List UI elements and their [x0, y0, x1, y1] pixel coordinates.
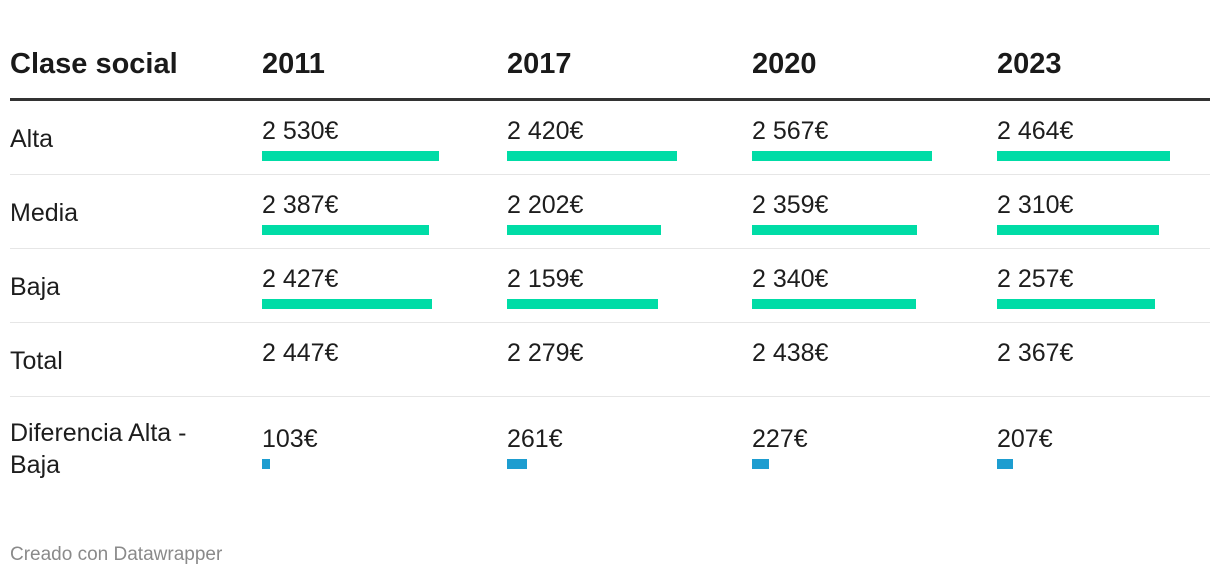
- row-label: Total: [10, 347, 63, 375]
- value-bar: [262, 299, 432, 309]
- value-cell: 227€: [752, 423, 952, 469]
- table-row: Alta 2 530€ 2 420€ 2 567€ 2 464€: [10, 101, 1210, 175]
- value-bar: [507, 299, 658, 309]
- value-label: 2 159€: [507, 265, 584, 293]
- value-cell: 2 387€: [262, 189, 462, 235]
- value-cell: 2 464€: [997, 115, 1197, 161]
- data-table: Clase social 2011 2017 2020 2023 Alta 2 5…: [10, 30, 1210, 497]
- value-bar: [262, 151, 439, 161]
- value-label: 2 464€: [997, 117, 1074, 145]
- value-bar: [752, 459, 769, 469]
- value-label: 103€: [262, 425, 318, 453]
- value-cell: 2 427€: [262, 263, 462, 309]
- header-2020: 2020: [752, 48, 817, 80]
- value-label: 2 567€: [752, 117, 829, 145]
- value-label: 2 438€: [752, 339, 829, 367]
- table-row: Diferencia Alta - Baja 103€ 261€ 227€ 207€: [10, 397, 1210, 497]
- table-header: Clase social 2011 2017 2020 2023: [10, 30, 1210, 101]
- value-label: 2 530€: [262, 117, 339, 145]
- value-label: 2 340€: [752, 265, 829, 293]
- value-bar: [507, 225, 661, 235]
- value-cell: 103€: [262, 423, 462, 469]
- value-cell: 2 279€: [507, 337, 707, 369]
- value-bar: [507, 151, 677, 161]
- value-bar: [997, 299, 1155, 309]
- value-bar: [752, 151, 932, 161]
- value-label: 2 427€: [262, 265, 339, 293]
- value-label: 2 420€: [507, 117, 584, 145]
- table-row: Baja 2 427€ 2 159€ 2 340€ 2 257€: [10, 249, 1210, 323]
- value-label: 207€: [997, 425, 1053, 453]
- value-bar: [997, 151, 1170, 161]
- value-cell: 261€: [507, 423, 707, 469]
- header-clase-social: Clase social: [10, 48, 178, 80]
- value-label: 2 257€: [997, 265, 1074, 293]
- value-cell: 2 420€: [507, 115, 707, 161]
- row-label: Baja: [10, 273, 61, 301]
- value-cell: 2 567€: [752, 115, 952, 161]
- value-cell: 2 359€: [752, 189, 952, 235]
- table-row: Media 2 387€ 2 202€ 2 359€ 2 310€: [10, 175, 1210, 249]
- value-bar: [262, 225, 429, 235]
- row-label: Alta: [10, 125, 54, 153]
- value-label: 2 367€: [997, 339, 1074, 367]
- value-bar: [752, 225, 917, 235]
- value-label: 2 359€: [752, 191, 829, 219]
- value-bar: [752, 299, 916, 309]
- row-label: Diferencia Alta - Baja: [10, 419, 187, 479]
- header-2017: 2017: [507, 48, 572, 80]
- header-2011: 2011: [262, 48, 325, 80]
- row-label: Media: [10, 199, 79, 227]
- value-cell: 2 310€: [997, 189, 1197, 235]
- value-label: 261€: [507, 425, 563, 453]
- header-2023: 2023: [997, 48, 1062, 80]
- value-cell: 2 447€: [262, 337, 462, 369]
- value-label: 2 447€: [262, 339, 339, 367]
- value-cell: 2 257€: [997, 263, 1197, 309]
- table-row: Total 2 447€ 2 279€ 2 438€ 2 367€: [10, 323, 1210, 397]
- credit-footer: Creado con Datawrapper: [10, 544, 223, 565]
- value-label: 2 310€: [997, 191, 1074, 219]
- value-bar: [507, 459, 527, 469]
- table-body: Alta 2 530€ 2 420€ 2 567€ 2 464€ Media 2 387€ 2…: [10, 101, 1210, 497]
- value-cell: 2 159€: [507, 263, 707, 309]
- value-cell: 207€: [997, 423, 1197, 469]
- value-bar: [262, 459, 270, 469]
- value-label: 227€: [752, 425, 808, 453]
- value-bar: [997, 459, 1013, 469]
- value-cell: 2 340€: [752, 263, 952, 309]
- value-cell: 2 202€: [507, 189, 707, 235]
- value-label: 2 279€: [507, 339, 584, 367]
- value-cell: 2 438€: [752, 337, 952, 369]
- value-label: 2 387€: [262, 191, 339, 219]
- value-label: 2 202€: [507, 191, 584, 219]
- value-cell: 2 530€: [262, 115, 462, 161]
- value-bar: [997, 225, 1159, 235]
- value-cell: 2 367€: [997, 337, 1197, 369]
